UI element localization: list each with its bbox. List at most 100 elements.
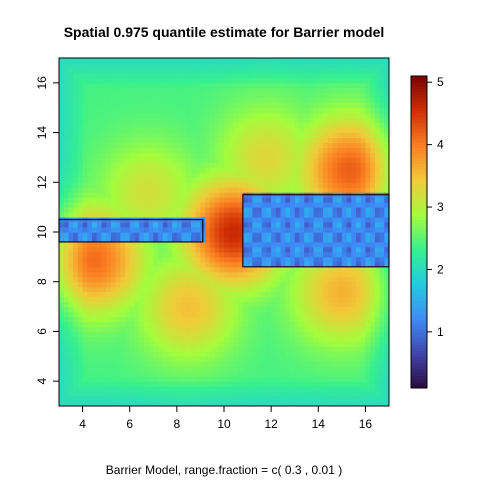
heatmap-cell: [120, 82, 126, 89]
heatmap-cell: [365, 266, 371, 273]
heatmap-cell: [134, 296, 140, 303]
heatmap-cell: [167, 162, 173, 168]
heatmap-cell: [101, 202, 107, 208]
heatmap-cell: [209, 251, 216, 258]
heatmap-cell: [360, 197, 366, 203]
heatmap-cell: [153, 251, 159, 258]
heatmap-cell: [68, 396, 74, 402]
heatmap-cell: [379, 157, 385, 163]
heatmap-cell: [360, 202, 366, 208]
heatmap-cell: [115, 112, 121, 119]
heatmap-cell: [318, 152, 324, 158]
heatmap-cell: [337, 341, 343, 347]
heatmap-cell: [224, 72, 230, 79]
heatmap-cell: [167, 212, 173, 218]
heatmap-cell: [257, 177, 263, 183]
heatmap-cell: [209, 401, 216, 407]
heatmap-cell: [73, 177, 79, 183]
heatmap-cell: [101, 167, 107, 173]
heatmap-cell: [332, 217, 338, 223]
heatmap-cell: [167, 286, 173, 293]
heatmap-cell: [186, 401, 192, 407]
heatmap-cell: [172, 236, 178, 243]
heatmap-cell: [224, 137, 230, 144]
heatmap-cell: [96, 92, 102, 99]
heatmap-cell: [370, 381, 376, 387]
heatmap-cell: [290, 331, 296, 337]
heatmap-cell: [219, 157, 225, 163]
heatmap-cell: [115, 167, 121, 173]
heatmap-cell: [365, 227, 371, 233]
heatmap-cell: [59, 256, 65, 263]
heatmap-cell: [365, 381, 371, 387]
heatmap-cell: [275, 112, 282, 119]
heatmap-cell: [96, 286, 102, 293]
heatmap-cell: [110, 361, 117, 367]
heatmap-cell: [257, 321, 263, 327]
heatmap-cell: [266, 256, 272, 263]
heatmap-cell: [308, 316, 315, 322]
heatmap-cell: [285, 371, 291, 377]
heatmap-cell: [224, 236, 230, 243]
heatmap-cell: [252, 67, 258, 74]
heatmap-cell: [115, 92, 121, 99]
heatmap-cell: [139, 286, 145, 293]
heatmap-cell: [332, 212, 338, 218]
heatmap-cell: [181, 306, 187, 313]
heatmap-cell: [82, 286, 88, 293]
heatmap-cell: [252, 391, 258, 397]
heatmap-cell: [370, 266, 376, 273]
heatmap-cell: [214, 132, 220, 139]
heatmap-cell: [337, 366, 343, 372]
heatmap-cell: [181, 72, 187, 79]
heatmap-cell: [308, 341, 315, 347]
heatmap-cell: [106, 172, 112, 178]
heatmap-cell: [346, 266, 352, 273]
heatmap-cell: [143, 336, 150, 342]
heatmap-cell: [351, 227, 357, 233]
heatmap-cell: [219, 301, 225, 308]
heatmap-cell: [261, 381, 267, 387]
heatmap-cell: [379, 246, 385, 253]
heatmap-cell: [110, 376, 117, 382]
heatmap-cell: [280, 341, 286, 347]
heatmap-cell: [162, 127, 168, 134]
heatmap-cell: [158, 371, 164, 377]
heatmap-cell: [153, 97, 159, 104]
heatmap-cell: [228, 92, 234, 99]
heatmap-cell: [257, 207, 263, 213]
heatmap-cell: [351, 117, 357, 124]
heatmap-cell: [228, 232, 234, 238]
heatmap-cell: [356, 147, 362, 153]
heatmap-cell: [384, 177, 390, 183]
heatmap-cell: [242, 311, 249, 318]
heatmap-cell: [101, 311, 107, 318]
heatmap-cell: [73, 132, 79, 139]
heatmap-cell: [148, 202, 154, 208]
heatmap-cell: [308, 386, 315, 392]
heatmap-cell: [323, 112, 329, 119]
x-tick-label: 6: [126, 417, 133, 431]
heatmap-cell: [186, 58, 192, 64]
heatmap-cell: [275, 306, 282, 313]
heatmap-cell: [299, 102, 305, 109]
heatmap-cell: [115, 381, 121, 387]
heatmap-cell: [285, 207, 291, 213]
heatmap-cell: [73, 261, 79, 268]
heatmap-cell: [200, 291, 206, 298]
heatmap-cell: [92, 341, 98, 347]
heatmap-cell: [290, 291, 296, 298]
heatmap-cell: [323, 137, 329, 144]
heatmap-cell: [374, 232, 381, 238]
heatmap-cell: [92, 67, 98, 74]
heatmap-cell: [224, 391, 230, 397]
heatmap-cell: [162, 341, 168, 347]
heatmap-cell: [101, 107, 107, 114]
heatmap-cell: [120, 321, 126, 327]
heatmap-cell: [214, 236, 220, 243]
heatmap-cell: [209, 107, 216, 114]
heatmap-cell: [294, 356, 300, 362]
heatmap-cell: [351, 137, 357, 144]
heatmap-cell: [143, 72, 150, 79]
heatmap-cell: [153, 306, 159, 313]
